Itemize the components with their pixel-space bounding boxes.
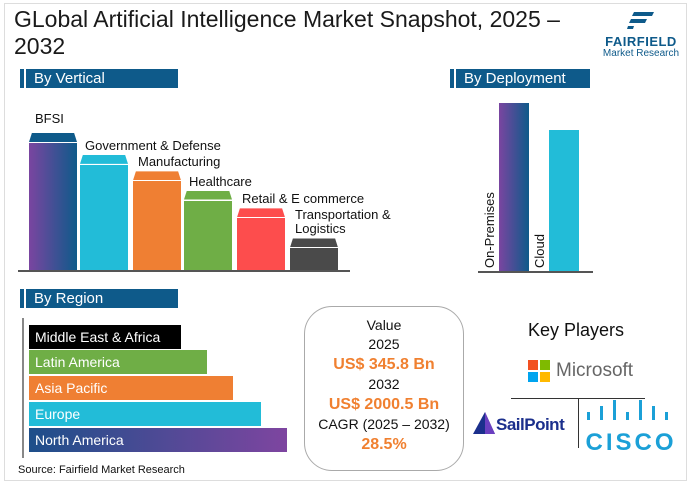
- vertical-bar-cap: [80, 154, 128, 164]
- cisco-bars-icon: [587, 400, 668, 420]
- region-bar: Latin America: [29, 350, 208, 374]
- year-2032: 2032: [368, 376, 400, 392]
- fairfield-logo-icon: [627, 12, 654, 29]
- microsoft-logo: Microsoft: [528, 360, 633, 382]
- infographic-frame: [4, 3, 687, 481]
- year-2025: 2025: [368, 336, 400, 352]
- deployment-bar: [549, 129, 579, 271]
- players-divider-v: [578, 398, 579, 448]
- vertical-bar-label: Retail & E commerce: [242, 191, 365, 207]
- region-bar: Asia Pacific: [29, 376, 233, 400]
- vertical-bar-cap: [184, 190, 232, 200]
- vertical-bar-cap: [290, 238, 338, 248]
- sailpoint-sail-icon: [473, 412, 495, 434]
- cagr-label: CAGR (2025 – 2032): [318, 416, 450, 432]
- deployment-bar: [499, 103, 529, 271]
- region-bar: Middle East & Africa: [29, 325, 182, 349]
- section-header-deployment: By Deployment: [450, 69, 590, 88]
- page-title: GLobal Artificial Intelligence Market Sn…: [14, 6, 560, 59]
- cisco-name: CISCO: [585, 429, 677, 456]
- vertical-bar-cap: [237, 208, 285, 218]
- vertical-bar-label: Transportation & Logistics: [295, 207, 391, 237]
- key-players-title: Key Players: [528, 320, 625, 340]
- market-value-summary: Value 2025 US$ 345.8 Bn 2032 US$ 2000.5 …: [304, 306, 464, 471]
- fairfield-logo: FAIRFIELD Market Research: [598, 10, 684, 59]
- sailpoint-name: SailPoint: [496, 415, 565, 434]
- microsoft-windows-icon: [528, 360, 550, 382]
- vertical-bar-cap: [29, 133, 77, 142]
- value-label: Value: [366, 317, 402, 333]
- logo-sub: Market Research: [602, 48, 680, 59]
- cisco-logo: CISCO: [582, 400, 680, 455]
- deployment-bar-label: On-Premises: [482, 192, 497, 268]
- vertical-bar-label: BFSI: [35, 111, 64, 126]
- vertical-bar: [237, 218, 285, 270]
- source-note: Source: Fairfield Market Research: [18, 464, 185, 476]
- value-2025: US$ 345.8 Bn: [333, 356, 435, 373]
- deployment-bar-label: Cloud: [532, 234, 547, 268]
- vertical-bar: [80, 164, 128, 270]
- section-header-vertical: By Vertical: [20, 69, 178, 88]
- section-header-region: By Region: [20, 289, 178, 308]
- region-chart-axis: [22, 318, 24, 458]
- vertical-bar-cap: [133, 171, 181, 181]
- vertical-bar-label: Government & Defense: [85, 137, 221, 153]
- vertical-bar: [133, 181, 181, 270]
- logo-brand: FAIRFIELD: [605, 34, 677, 49]
- vertical-bar-label: Healthcare: [189, 173, 252, 189]
- vertical-bar: [184, 200, 232, 270]
- microsoft-name: Microsoft: [556, 360, 634, 381]
- vertical-chart-baseline: [18, 270, 350, 272]
- vertical-bar: [290, 248, 338, 270]
- cagr-value: 28.5%: [361, 436, 407, 453]
- vertical-bar-label: Manufacturing: [138, 154, 221, 170]
- region-bar: North America: [29, 428, 287, 452]
- region-bar: Europe: [29, 402, 262, 426]
- value-2032: US$ 2000.5 Bn: [328, 396, 440, 413]
- sailpoint-logo: SailPoint: [473, 412, 565, 438]
- deployment-chart-baseline: [478, 271, 593, 273]
- vertical-bar: [29, 143, 77, 270]
